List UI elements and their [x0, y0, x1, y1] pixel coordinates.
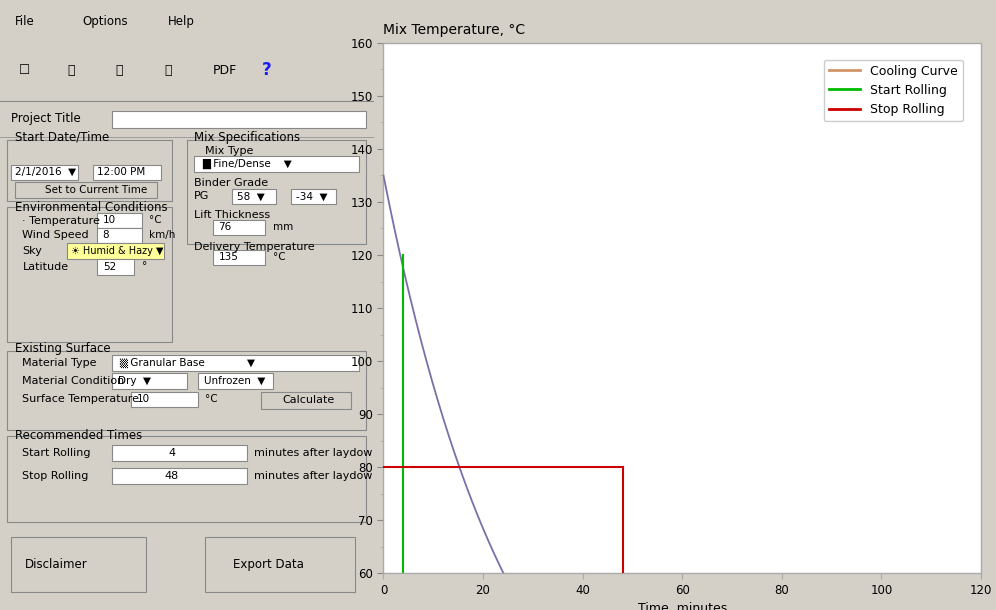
Text: minutes after laydow: minutes after laydow [254, 448, 373, 458]
Text: Start Rolling: Start Rolling [23, 448, 91, 458]
FancyBboxPatch shape [98, 228, 142, 243]
Text: °C: °C [149, 215, 162, 225]
FancyBboxPatch shape [98, 213, 142, 228]
Text: Unfrozen  ▼: Unfrozen ▼ [203, 376, 265, 386]
Text: 135: 135 [218, 253, 238, 262]
Text: 💾: 💾 [116, 63, 124, 77]
FancyBboxPatch shape [261, 392, 351, 409]
Text: ?: ? [261, 61, 271, 79]
Text: minutes after laydow: minutes after laydow [254, 471, 373, 481]
FancyBboxPatch shape [11, 165, 79, 180]
Text: Environmental Conditions: Environmental Conditions [15, 201, 167, 214]
Text: Lift Thickness: Lift Thickness [194, 210, 270, 220]
Text: ☐: ☐ [19, 63, 30, 77]
Text: 📂: 📂 [68, 63, 75, 77]
FancyBboxPatch shape [8, 351, 367, 430]
FancyBboxPatch shape [130, 392, 198, 407]
FancyBboxPatch shape [68, 243, 164, 259]
Text: 48: 48 [164, 471, 179, 481]
FancyBboxPatch shape [198, 373, 273, 389]
Text: Stop Rolling: Stop Rolling [23, 471, 89, 481]
Text: PG: PG [194, 192, 209, 201]
Bar [0, 0, 374, 43]
Text: °C: °C [273, 253, 285, 262]
Text: 2/1/2016  ▼: 2/1/2016 ▼ [15, 167, 76, 177]
Text: ▒ Granular Base             ▼: ▒ Granular Base ▼ [120, 358, 256, 368]
Text: Start Date/Time: Start Date/Time [15, 131, 110, 144]
FancyBboxPatch shape [8, 436, 367, 522]
Text: Mix Temperature, °C: Mix Temperature, °C [383, 23, 526, 37]
FancyBboxPatch shape [15, 182, 157, 198]
Text: Mix Specifications: Mix Specifications [194, 131, 301, 144]
Text: Help: Help [168, 15, 195, 28]
Text: Export Data: Export Data [233, 558, 305, 571]
FancyBboxPatch shape [112, 373, 187, 389]
Text: File: File [15, 15, 35, 28]
FancyBboxPatch shape [231, 189, 277, 204]
Text: 76: 76 [218, 222, 232, 232]
Text: Sky: Sky [23, 246, 42, 256]
FancyBboxPatch shape [112, 355, 359, 371]
Text: Delivery Temperature: Delivery Temperature [194, 242, 315, 252]
Bar [0, 43, 374, 98]
FancyBboxPatch shape [112, 468, 247, 484]
FancyBboxPatch shape [112, 445, 247, 461]
Text: km/h: km/h [149, 230, 175, 240]
Text: mm: mm [273, 222, 293, 232]
FancyBboxPatch shape [213, 250, 265, 265]
Text: █ Fine/Dense    ▼: █ Fine/Dense ▼ [202, 159, 292, 169]
Text: Wind Speed: Wind Speed [23, 231, 89, 240]
Text: Material Condition: Material Condition [23, 376, 125, 386]
Text: Surface Temperature: Surface Temperature [23, 394, 139, 404]
Text: 52: 52 [103, 262, 116, 271]
Text: 10: 10 [136, 394, 149, 404]
Text: Recommended Times: Recommended Times [15, 429, 142, 442]
Legend: Cooling Curve, Start Rolling, Stop Rolling: Cooling Curve, Start Rolling, Stop Rolli… [824, 60, 963, 121]
Text: · Temperature: · Temperature [23, 216, 101, 226]
Text: Material Type: Material Type [23, 358, 97, 368]
Text: Disclaimer: Disclaimer [25, 558, 88, 571]
FancyBboxPatch shape [8, 207, 172, 342]
FancyBboxPatch shape [112, 111, 367, 128]
Text: °C: °C [205, 394, 218, 404]
X-axis label: Time, minutes: Time, minutes [637, 602, 727, 610]
FancyBboxPatch shape [98, 259, 134, 274]
Text: Latitude: Latitude [23, 262, 69, 272]
Text: Project Title: Project Title [11, 112, 81, 126]
Text: 10: 10 [103, 215, 116, 225]
Text: Mix Type: Mix Type [205, 146, 254, 156]
Text: Existing Surface: Existing Surface [15, 342, 111, 356]
FancyBboxPatch shape [187, 140, 367, 244]
FancyBboxPatch shape [94, 165, 160, 180]
Text: Options: Options [82, 15, 127, 28]
Text: ☀ Humid & Hazy ▼: ☀ Humid & Hazy ▼ [71, 246, 163, 256]
FancyBboxPatch shape [292, 189, 337, 204]
FancyBboxPatch shape [213, 220, 265, 235]
Text: Binder Grade: Binder Grade [194, 178, 268, 188]
Text: 8: 8 [103, 230, 110, 240]
Text: PDF: PDF [213, 63, 237, 77]
Text: 🔧: 🔧 [164, 63, 172, 77]
FancyBboxPatch shape [8, 140, 172, 201]
Text: 58  ▼: 58 ▼ [237, 192, 265, 201]
Text: Set to Current Time: Set to Current Time [45, 185, 147, 195]
FancyBboxPatch shape [194, 156, 359, 172]
FancyBboxPatch shape [205, 537, 355, 592]
Bar [383, 43, 981, 573]
Text: Calculate: Calculate [282, 395, 335, 405]
Text: 4: 4 [168, 448, 175, 458]
FancyBboxPatch shape [11, 537, 145, 592]
Text: 12:00 PM: 12:00 PM [98, 167, 145, 177]
Text: °: ° [142, 262, 147, 271]
Text: Dry  ▼: Dry ▼ [118, 376, 150, 386]
Text: -34  ▼: -34 ▼ [296, 192, 328, 201]
